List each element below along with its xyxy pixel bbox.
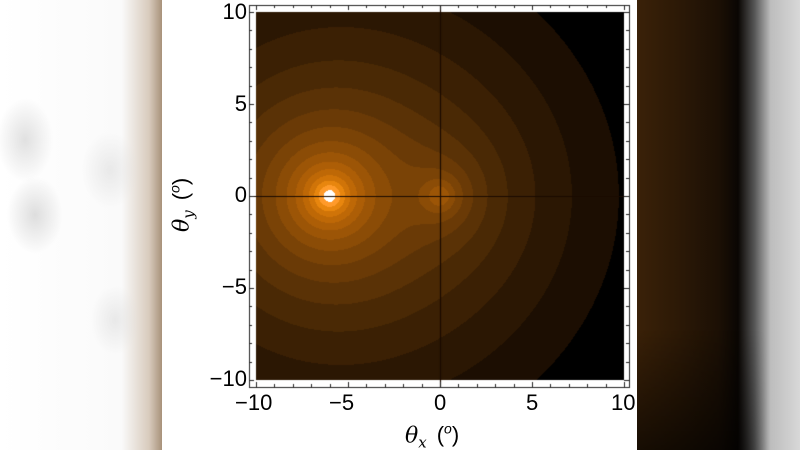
x-tick-label: −5	[329, 390, 355, 415]
right-letterbox-background	[637, 0, 800, 450]
left-letterbox-background	[0, 0, 162, 450]
x-axis-symbol: θ	[405, 423, 419, 449]
x-axis-subscript: x	[418, 433, 427, 452]
y-axis-subscript: y	[179, 210, 198, 219]
x-axis-unit: (o)	[436, 421, 460, 448]
y-tick-label: 10	[222, 0, 247, 24]
y-axis-title: θy (o)	[167, 178, 198, 232]
x-axis-title: θx (o)	[405, 421, 459, 452]
x-axis-unit-open: (	[436, 422, 445, 448]
x-tick-label: −10	[235, 390, 273, 415]
y-tick-label: 5	[234, 91, 247, 116]
y-axis-symbol: θ	[169, 218, 195, 232]
x-tick-label: 5	[526, 390, 539, 415]
y-axis-unit-open: (	[168, 192, 194, 201]
y-tick-label: −5	[221, 274, 247, 299]
y-tick-label: 0	[234, 182, 247, 207]
x-tick-label: 10	[611, 390, 636, 415]
y-axis-unit-close: )	[168, 177, 194, 186]
y-tick-label: −10	[209, 366, 247, 391]
degree-symbol: o	[444, 421, 452, 437]
x-axis-unit-close: )	[451, 422, 460, 448]
contour-plot-figure: 10 5 0 −5 −10 −10 −5 0 5 10 θx (o) θy(o)	[162, 0, 637, 452]
x-tick-label: 0	[434, 390, 447, 415]
degree-symbol: o	[167, 185, 183, 193]
y-axis-unit: (o)	[167, 177, 194, 201]
contour-plot-canvas	[162, 0, 637, 450]
